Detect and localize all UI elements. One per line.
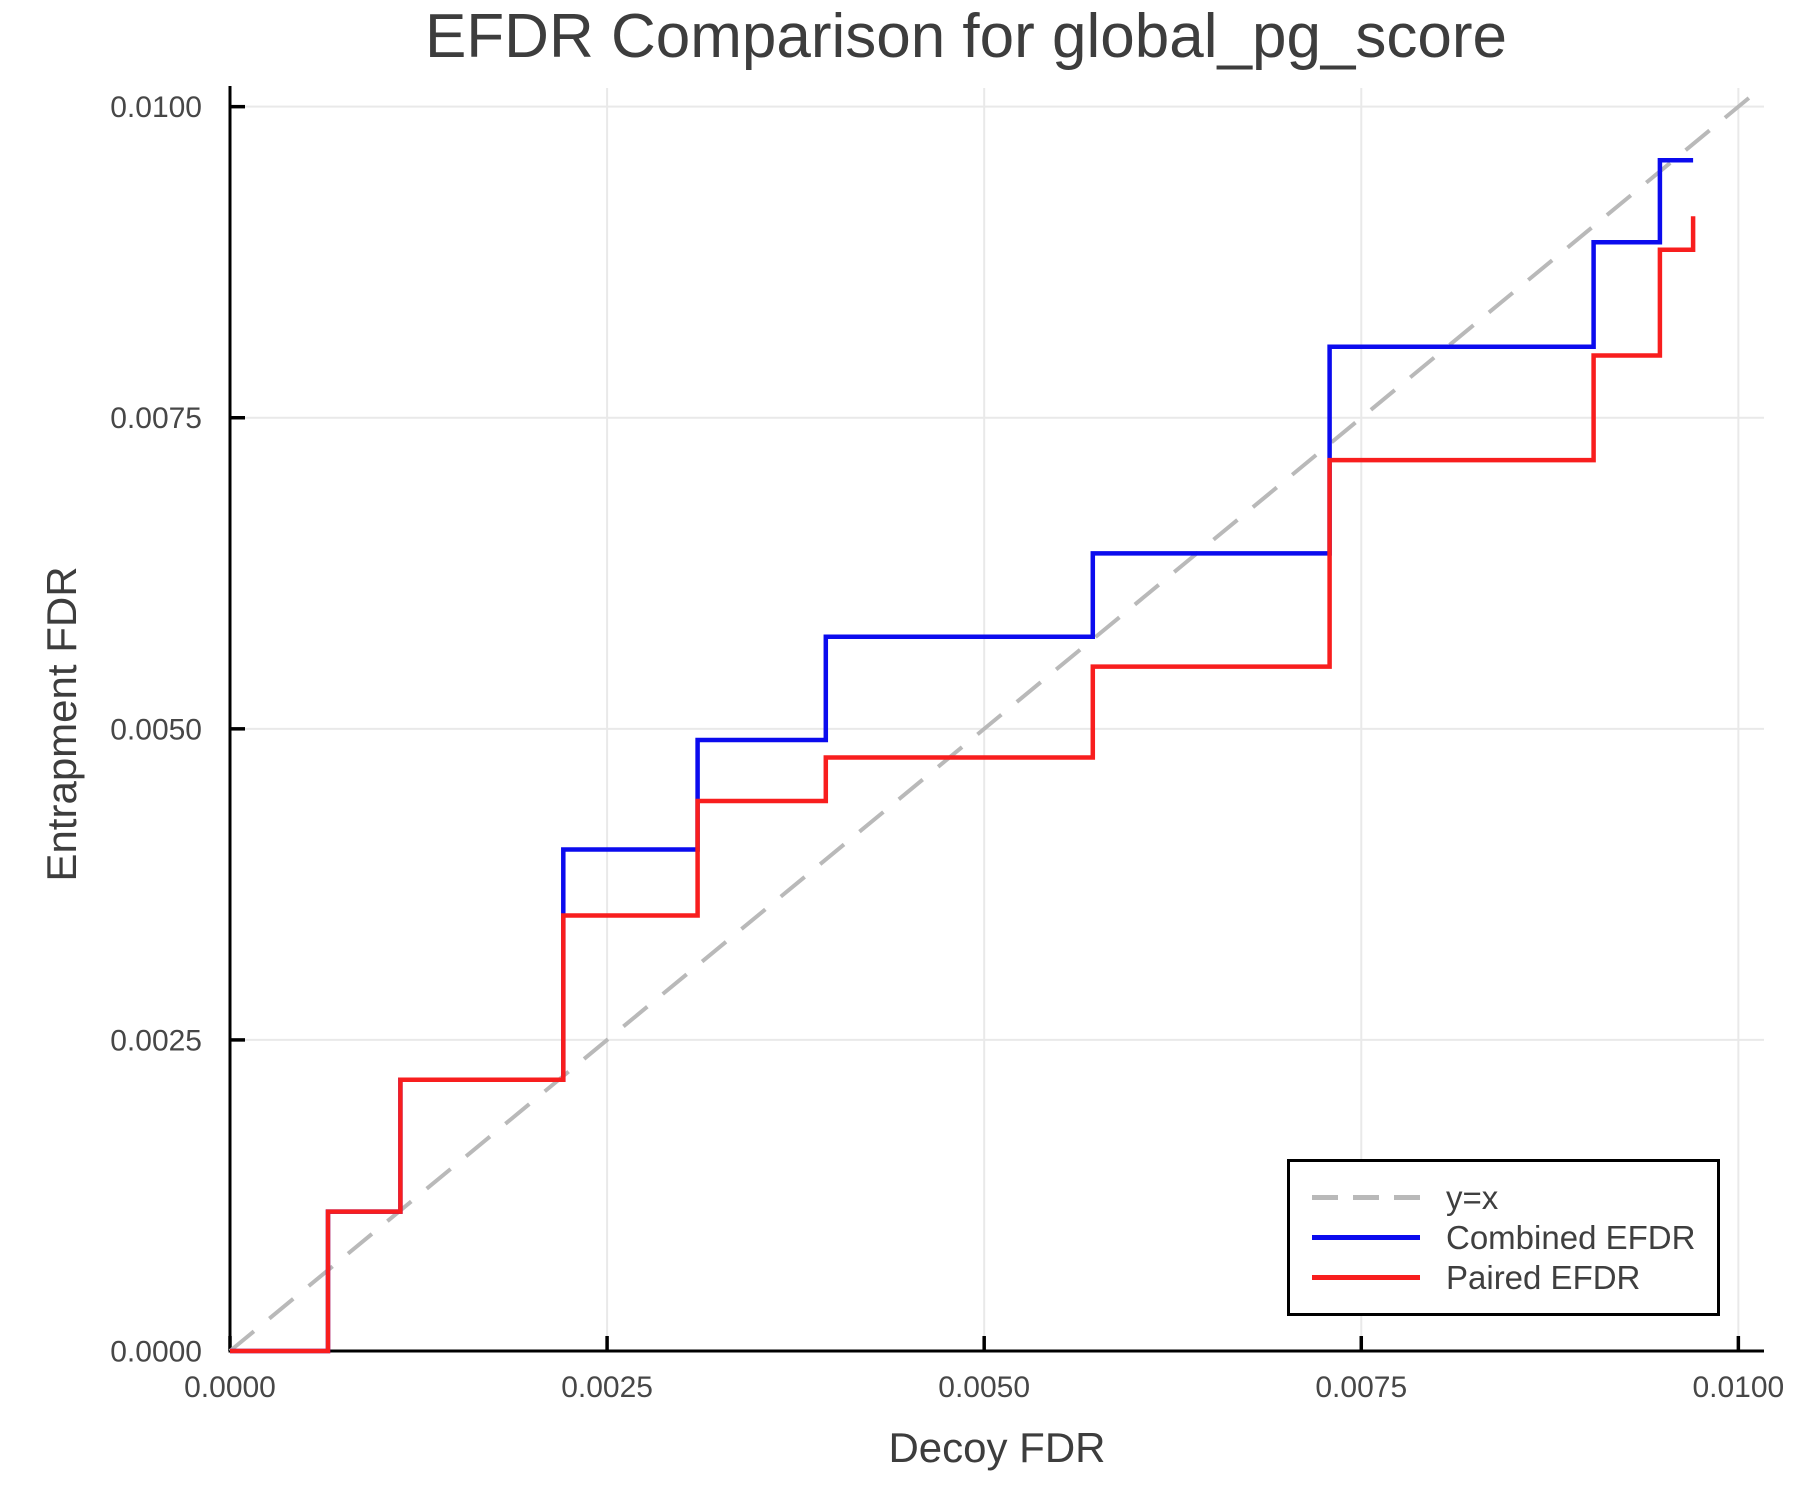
legend-line-sample-red	[1312, 1275, 1420, 1280]
legend-item-combined-efdr: Combined EFDR	[1290, 1218, 1717, 1258]
x-axis-label: Decoy FDR	[888, 1424, 1106, 1471]
chart-title: EFDR Comparison for global_pg_score	[424, 2, 1508, 71]
legend: y=x Combined EFDR Paired EFDR	[1287, 1159, 1720, 1316]
y-tick-label: 0.0100	[110, 91, 202, 124]
legend-item-identity-line: y=x	[1290, 1178, 1717, 1218]
series-paired-efdr	[230, 216, 1696, 1354]
legend-item-paired-efdr: Paired EFDR	[1290, 1258, 1717, 1298]
x-tick-label: 0.0050	[938, 1371, 1030, 1404]
legend-label: y=x	[1446, 1178, 1499, 1216]
y-tick-label: 0.0025	[110, 1024, 202, 1057]
y-tick-label: 0.0000	[110, 1336, 202, 1369]
x-tick-label: 0.0075	[1315, 1371, 1407, 1404]
legend-label: Combined EFDR	[1446, 1218, 1696, 1256]
legend-line-sample-blue	[1312, 1235, 1420, 1240]
x-tick-label: 0.0025	[561, 1371, 653, 1404]
y-tick-label: 0.0075	[110, 402, 202, 435]
x-tick-label: 0.0000	[184, 1371, 276, 1404]
x-tick-label: 0.0100	[1692, 1371, 1784, 1404]
legend-line-sample-dashed	[1312, 1195, 1420, 1200]
y-axis-label: Entrapment FDR	[38, 566, 85, 882]
series-identity-line	[228, 86, 1763, 1353]
y-tick-label: 0.0050	[110, 713, 202, 746]
legend-label: Paired EFDR	[1446, 1258, 1641, 1296]
